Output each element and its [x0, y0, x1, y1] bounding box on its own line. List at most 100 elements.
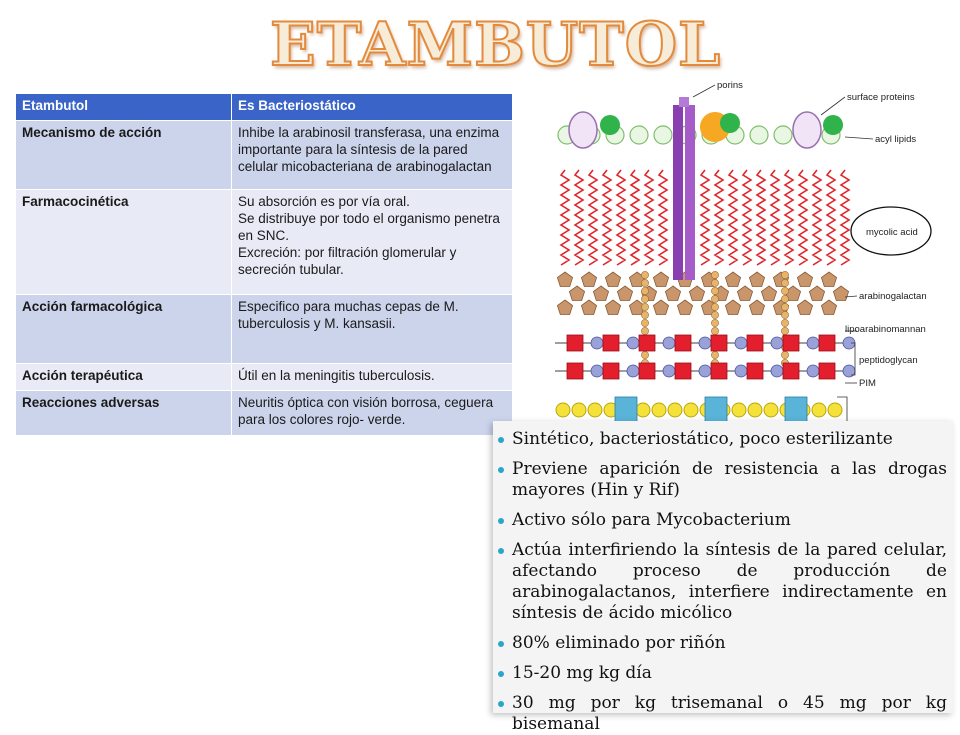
membrane-head: [555, 402, 571, 418]
row-label: Acción farmacológica: [15, 294, 232, 364]
peptidoglycan-crosslink: [626, 364, 640, 378]
membrane-head: [747, 402, 763, 418]
arabinogalactan-unit: [676, 299, 694, 315]
arabinogalactan-unit: [592, 285, 610, 301]
mycolic-acid-chain: [741, 169, 753, 266]
arabinogalactan-unit: [736, 285, 754, 301]
mycolic-acid-chain: [825, 169, 837, 266]
mycolic-acid-chain: [783, 169, 795, 266]
table-header-row: Etambutol Es Bacteriostático: [15, 93, 513, 121]
peptidoglycan-unit: [566, 362, 584, 380]
mycolic-acid-chain: [839, 169, 851, 266]
arabinogalactan-unit: [688, 285, 706, 301]
bullet-dot: [498, 641, 504, 647]
table-header-cell: Etambutol: [15, 93, 232, 121]
row-text: Especifico para muchas cepas de M. tuber…: [231, 294, 513, 364]
row-text: Útil en la meningitis tuberculosis.: [231, 363, 513, 391]
bullet-text: 30 mg por kg trisemanal o 45 mg por kg b…: [512, 693, 947, 734]
membrane-head: [683, 402, 699, 418]
membrane-head: [571, 402, 587, 418]
peptidoglycan-crosslink: [662, 364, 676, 378]
bullet-item: 15-20 mg kg día: [493, 663, 947, 684]
label-acyl-lipids: acyl lipids: [875, 134, 916, 145]
membrane-head: [587, 402, 603, 418]
peptidoglycan-crosslink: [770, 336, 784, 350]
arabinogalactan-unit: [652, 271, 670, 287]
acyl-lipid-head: [653, 125, 673, 145]
membrane-layers: [555, 125, 856, 430]
peptidoglycan-unit: [602, 334, 620, 352]
peptidoglycan-unit: [746, 334, 764, 352]
label-peptidoglycan: peptidoglycan: [859, 355, 918, 366]
lipoarabinomannan-bead: [711, 279, 719, 287]
lipoarabinomannan-bead: [641, 287, 649, 295]
etambutol-table: Etambutol Es Bacteriostático Mecanismo d…: [15, 93, 513, 436]
arabinogalactan-unit: [724, 299, 742, 315]
bullet-text: Actúa interfiriendo la síntesis de la pa…: [512, 540, 947, 623]
row-text: Neuritis óptica con visión borrosa, cegu…: [231, 390, 513, 436]
peptidoglycan-unit: [818, 334, 836, 352]
peptidoglycan-crosslink: [806, 364, 820, 378]
peptidoglycan-unit: [710, 334, 728, 352]
peptidoglycan-unit: [782, 334, 800, 352]
bullet-dot: [498, 518, 504, 524]
label-arabinogalactan: arabinogalactan: [859, 291, 927, 302]
table-row: Farmacocinética Su absorción es por vía …: [15, 189, 513, 295]
lipoarabinomannan-bead: [781, 311, 789, 319]
peptidoglycan-unit: [638, 362, 656, 380]
label-lipoarabinomannan: lipoarabinomannan: [845, 324, 926, 335]
cell-wall-diagram: porins surface proteins acyl lipids myco…: [555, 80, 932, 430]
bullet-item: 30 mg por kg trisemanal o 45 mg por kg b…: [493, 693, 947, 735]
mycolic-acid-chain: [615, 169, 627, 266]
arabinogalactan-unit: [556, 271, 574, 287]
bullet-dot: [498, 548, 504, 554]
lipoarabinomannan-bead: [711, 303, 719, 311]
peptidoglycan-unit: [818, 362, 836, 380]
mycolic-acid-chain: [643, 169, 655, 266]
lipoarabinomannan-bead: [781, 271, 789, 279]
mycolic-acid-chain: [811, 169, 823, 266]
mycolic-acid-chain: [601, 169, 613, 266]
lipoarabinomannan-bead: [711, 319, 719, 327]
arabinogalactan-unit: [580, 299, 598, 315]
lipoarabinomannan-bead: [711, 271, 719, 279]
membrane-head: [667, 402, 683, 418]
label-porins: porins: [717, 80, 743, 91]
lipoarabinomannan-bead: [781, 319, 789, 327]
lipoarabinomannan-bead: [781, 287, 789, 295]
arabinogalactan-unit: [748, 299, 766, 315]
bullet-item: Previene aparición de resistencia a las …: [493, 459, 947, 501]
bullet-item: Sintético, bacteriostático, poco esteril…: [493, 429, 947, 450]
membrane-head: [651, 402, 667, 418]
peptidoglycan-unit: [782, 362, 800, 380]
label-mycolic-acid: mycolic acid: [866, 227, 918, 238]
membrane-head: [635, 402, 651, 418]
lipoarabinomannan-bead: [781, 351, 789, 359]
lipoarabinomannan-bead: [641, 319, 649, 327]
lipoarabinomannan-bead: [781, 279, 789, 287]
bullet-dot: [498, 701, 504, 707]
mycolic-acid-chain: [559, 169, 571, 266]
bullet-text: Previene aparición de resistencia a las …: [512, 459, 947, 500]
peptidoglycan-crosslink: [770, 364, 784, 378]
arabinogalactan-unit: [568, 285, 586, 301]
peptidoglycan-crosslink: [806, 336, 820, 350]
row-label: Reacciones adversas: [15, 390, 232, 436]
peptidoglycan-unit: [710, 362, 728, 380]
mycolic-acid-chain: [629, 169, 641, 266]
table-row: Acción farmacológica Especifico para muc…: [15, 294, 513, 364]
peptidoglycan-unit: [638, 334, 656, 352]
arabinogalactan-unit: [580, 271, 598, 287]
bullet-item: 80% eliminado por riñón: [493, 633, 947, 654]
lipoarabinomannan-bead: [711, 287, 719, 295]
peptidoglycan-unit: [602, 362, 620, 380]
arabinogalactan-unit: [796, 299, 814, 315]
table-row: Mecanismo de acción Inhibe la arabinosil…: [15, 120, 513, 190]
bullet-text: 80% eliminado por riñón: [512, 633, 726, 653]
lipoarabinomannan-bead: [711, 327, 719, 335]
surface-proteins: [568, 111, 843, 149]
summary-panel: Sintético, bacteriostático, poco esteril…: [493, 421, 953, 734]
arabinogalactan-unit: [748, 271, 766, 287]
membrane-head: [731, 402, 747, 418]
bullet-text: Activo sólo para Mycobacterium: [512, 510, 791, 530]
